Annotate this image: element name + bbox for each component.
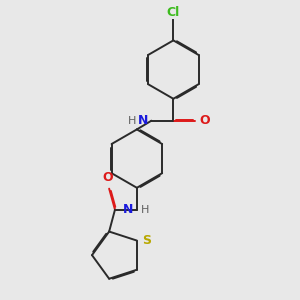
Text: O: O (200, 114, 210, 127)
Text: S: S (142, 234, 151, 247)
Text: N: N (138, 114, 148, 127)
Text: N: N (123, 203, 134, 216)
Text: H: H (141, 205, 150, 215)
Text: H: H (128, 116, 136, 126)
Text: O: O (102, 171, 113, 184)
Text: Cl: Cl (167, 5, 180, 19)
